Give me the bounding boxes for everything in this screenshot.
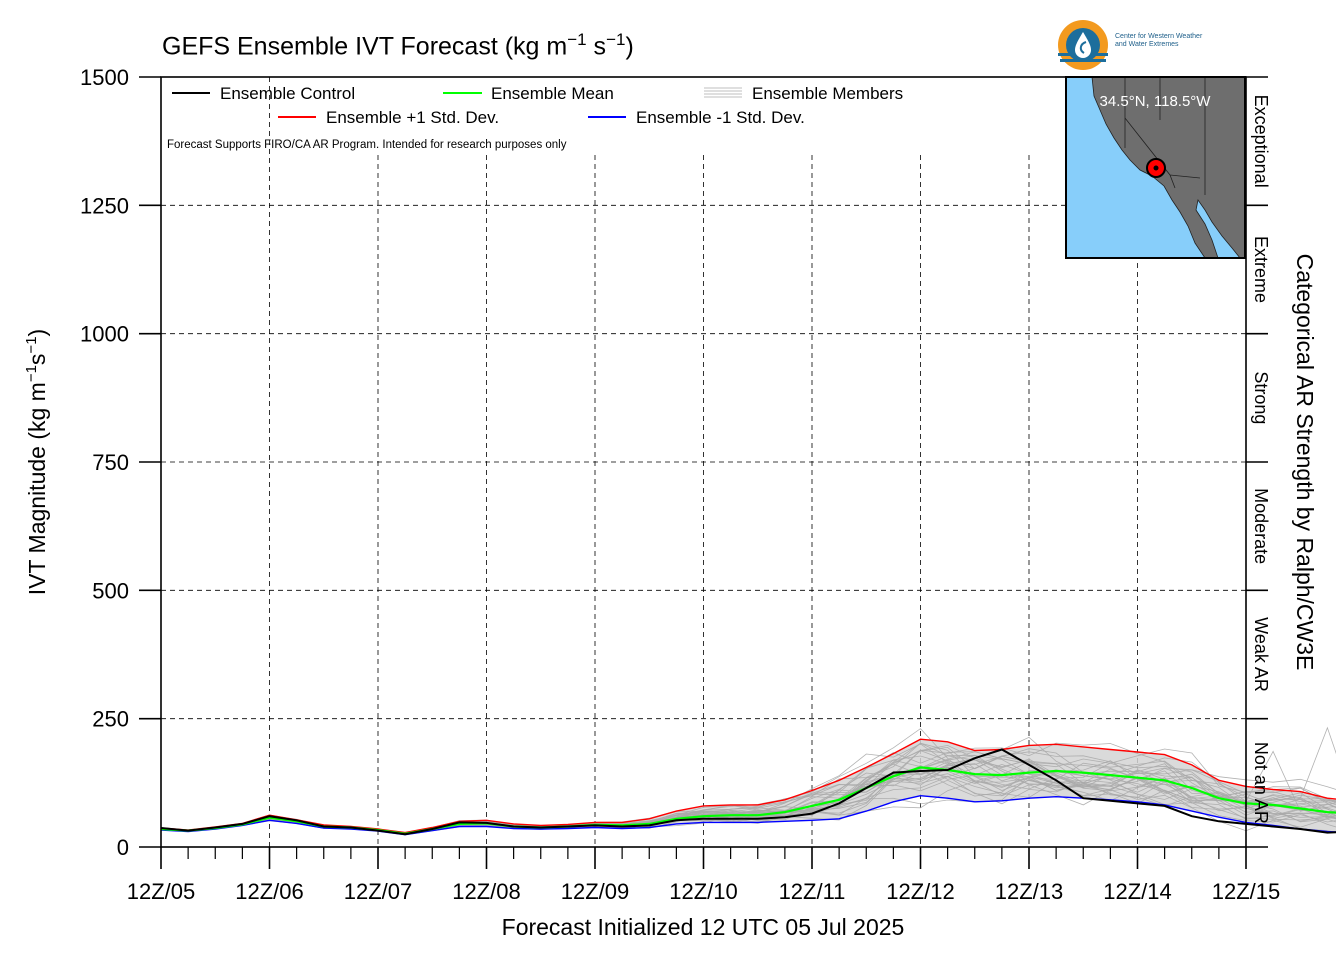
right-axis-label: Categorical AR Strength by Ralph/CW3E [1292, 254, 1318, 671]
y-tick-label: 750 [92, 450, 129, 475]
series-lines [160, 738, 1336, 836]
x-tick-label: 12Z/10 [669, 879, 738, 904]
ensemble-member-line [160, 775, 1336, 834]
y-tick-label: 250 [92, 707, 129, 732]
chart-title: GEFS Ensemble IVT Forecast (kg m−1 s−1) [162, 30, 634, 61]
x-tick-label: 12Z/12 [886, 879, 955, 904]
y-tick-label: 1250 [80, 193, 129, 218]
axes: 0 250 500 750 1000 1250 1500 Not an AR Weak AR Mo… [80, 65, 1280, 904]
ensemble-control-line [160, 748, 1336, 836]
x-tick-label: 12Z/05 [127, 879, 196, 904]
legend-label-mean: Ensemble Mean [491, 84, 614, 103]
inset-frame [1065, 76, 1246, 259]
x-tick-label: 12Z/07 [344, 879, 413, 904]
x-tick-label: 12Z/08 [452, 879, 521, 904]
x-tick-label: 12Z/06 [235, 879, 304, 904]
ar-category-label: Not an AR [1251, 742, 1271, 824]
y-tick-label: 0 [117, 835, 129, 860]
ar-category-label: Extreme [1251, 236, 1271, 303]
logo-line-1: Center for Western Weather [1115, 33, 1203, 40]
logo-caption: Center for Western Weather and Water Extr… [1115, 33, 1202, 49]
legend-label-plus-std: Ensemble +1 Std. Dev. [326, 108, 499, 127]
x-tick-label: 12Z/11 [779, 879, 846, 904]
disclaimer-text: Forecast Supports FIRO/CA AR Program. In… [167, 139, 567, 151]
inset-state-borders [1124, 77, 1206, 195]
legend-swatch-members [704, 87, 742, 98]
water-drop-icon [1075, 32, 1091, 58]
inset-location-label: 34.5°N, 118.5°W [1100, 93, 1212, 110]
y-tick-label: 1000 [80, 322, 129, 347]
logo-line-2: and Water Extremes [1115, 41, 1179, 48]
cw3e-logo [1058, 20, 1108, 70]
legend-label-minus-std: Ensemble -1 Std. Dev. [636, 108, 805, 127]
inset-map: 34.5°N, 118.5°W [1065, 76, 1246, 259]
legend-label-members: Ensemble Members [752, 84, 903, 103]
y-tick-label: 500 [92, 578, 129, 603]
x-tick-label: 12Z/14 [1103, 879, 1172, 904]
legend-label-control: Ensemble Control [220, 84, 355, 103]
legend: Ensemble Control Ensemble Mean Ensemble … [172, 84, 903, 127]
grid-lines [161, 77, 1246, 847]
logo-wave-2 [1060, 59, 1106, 62]
x-tick-label: 12Z/13 [995, 879, 1064, 904]
plus-std-line [160, 738, 1336, 834]
ar-category-label: Strong [1251, 371, 1271, 424]
ar-category-label: Weak AR [1251, 617, 1271, 692]
ar-category-label: Moderate [1251, 488, 1271, 564]
location-marker-inner [1153, 165, 1159, 171]
x-tick-label: 12Z/09 [561, 879, 630, 904]
y-tick-label: 1500 [80, 65, 129, 90]
logo-drop-swirl [1079, 41, 1087, 54]
x-axis-label: Forecast Initialized 12 UTC 05 Jul 2025 [502, 914, 905, 940]
x-tick-label: 12Z/15 [1212, 879, 1281, 904]
y-axis-label: IVT Magnitude (kg m−1s−1) [23, 329, 50, 595]
inset-land [1091, 76, 1246, 259]
ar-category-label: Exceptional [1251, 95, 1271, 188]
